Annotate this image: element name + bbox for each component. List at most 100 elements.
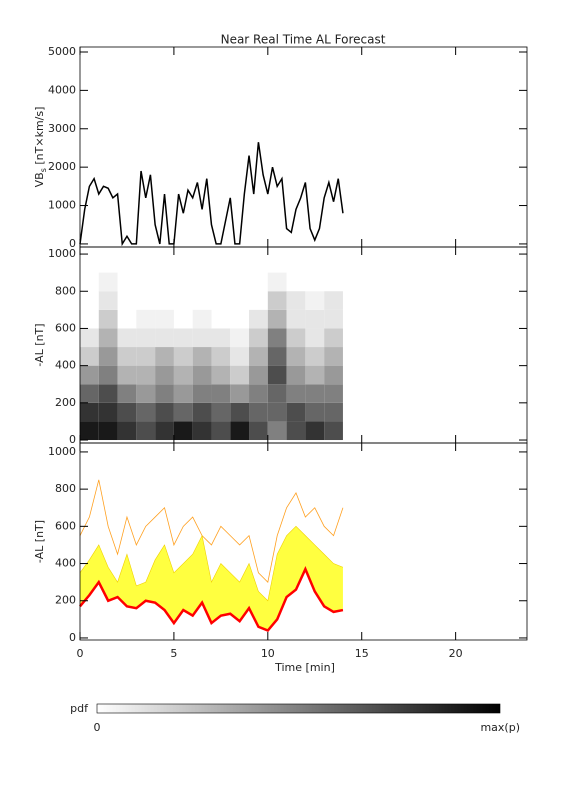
y-tick-label: 3000 <box>48 122 76 135</box>
colorbar-label: pdf <box>70 702 89 715</box>
heat-cell <box>324 291 343 310</box>
y-tick-label: 600 <box>55 519 76 532</box>
heat-cell <box>211 421 231 441</box>
data-line <box>79 142 344 247</box>
heat-cell <box>155 365 174 385</box>
heat-cell <box>98 272 118 292</box>
heat-cell <box>80 347 99 366</box>
heat-cell <box>98 328 118 348</box>
chart-title: Near Real Time AL Forecast <box>221 33 386 47</box>
heat-cell <box>173 347 193 366</box>
y-tick-label: 0 <box>69 433 76 446</box>
heat-cell <box>211 365 231 385</box>
heat-cell <box>117 365 137 385</box>
y-tick-label: 5000 <box>48 45 76 58</box>
heat-cell <box>286 384 306 403</box>
heat-cell <box>117 402 137 422</box>
heat-cell <box>286 309 306 329</box>
heat-cell <box>324 402 343 422</box>
heat-cell <box>192 421 212 441</box>
y-tick-label: 2000 <box>48 160 76 173</box>
heat-cell <box>249 347 268 366</box>
heat-cell <box>249 421 268 441</box>
x-tick-label: 15 <box>355 647 369 660</box>
x-tick-label: 20 <box>449 647 463 660</box>
heat-cell <box>173 402 193 422</box>
y-tick-label: 1000 <box>48 247 76 260</box>
heat-cell <box>211 402 231 422</box>
y-tick-label: 400 <box>55 359 76 372</box>
y-tick-label: 400 <box>55 557 76 570</box>
heat-cell <box>305 384 325 403</box>
heat-cell <box>192 309 212 329</box>
heat-cell <box>230 365 250 385</box>
y-tick-label: 4000 <box>48 83 76 96</box>
heat-cell <box>249 309 268 329</box>
heat-cell <box>80 328 99 348</box>
heat-cell <box>98 365 118 385</box>
x-tick-label: 0 <box>77 647 84 660</box>
x-axis-label: Time [min] <box>274 661 335 674</box>
heat-cell <box>192 347 212 366</box>
heat-cell <box>267 365 287 385</box>
heat-cell <box>286 402 306 422</box>
heat-cell <box>305 421 325 441</box>
colorbar <box>96 703 501 714</box>
colorbar-min: 0 <box>94 721 101 734</box>
heat-cell <box>267 291 287 310</box>
panel-frame <box>79 46 528 248</box>
y-axis-label: VBs [nT×km/s] <box>33 107 48 188</box>
heat-cell <box>192 402 212 422</box>
y-axis-label: -AL [nT] <box>33 520 46 563</box>
heat-cell <box>305 328 325 348</box>
heat-cell <box>173 384 193 403</box>
heat-cell <box>305 309 325 329</box>
heat-cell <box>98 384 118 403</box>
heat-cell <box>286 328 306 348</box>
heat-cell <box>98 402 118 422</box>
heat-cell <box>305 347 325 366</box>
heat-cell <box>136 365 156 385</box>
heat-cell <box>98 421 118 441</box>
heat-cell <box>155 421 174 441</box>
heat-cell <box>173 421 193 441</box>
heat-cell <box>80 384 99 403</box>
label-main: VB <box>33 172 46 187</box>
y-tick-label: 200 <box>55 396 76 409</box>
data-line <box>79 566 344 633</box>
heat-cell <box>98 291 118 310</box>
data-line <box>79 479 344 583</box>
y-tick-label: 0 <box>69 237 76 250</box>
y-tick-label: 600 <box>55 321 76 334</box>
heat-cell <box>155 347 174 366</box>
heat-cell <box>192 384 212 403</box>
heat-cell <box>286 347 306 366</box>
heat-cell <box>267 402 287 422</box>
heat-cell <box>117 384 137 403</box>
y-axis-label: -AL [nT] <box>33 323 46 366</box>
heat-cell <box>305 291 325 310</box>
y-tick-label: 200 <box>55 594 76 607</box>
label-unit: [nT×km/s] <box>33 107 46 169</box>
heat-cell <box>230 347 250 366</box>
heat-cell <box>80 365 99 385</box>
heat-cell <box>80 421 99 441</box>
heat-cell <box>324 421 343 441</box>
heat-cell <box>286 291 306 310</box>
heat-cell <box>305 402 325 422</box>
heat-cell <box>136 421 156 441</box>
heat-cell <box>211 384 231 403</box>
heat-cell <box>136 309 156 329</box>
heat-cell <box>98 347 118 366</box>
heat-cell <box>267 421 287 441</box>
heat-cell <box>155 328 174 348</box>
heat-cell <box>305 365 325 385</box>
heat-cell <box>249 328 268 348</box>
heat-cell <box>230 328 250 348</box>
panel-frame <box>79 442 528 641</box>
y-tick-label: 0 <box>69 631 76 644</box>
heat-cell <box>173 328 193 348</box>
heat-cell <box>324 328 343 348</box>
heat-cell <box>267 309 287 329</box>
heat-cell <box>230 421 250 441</box>
